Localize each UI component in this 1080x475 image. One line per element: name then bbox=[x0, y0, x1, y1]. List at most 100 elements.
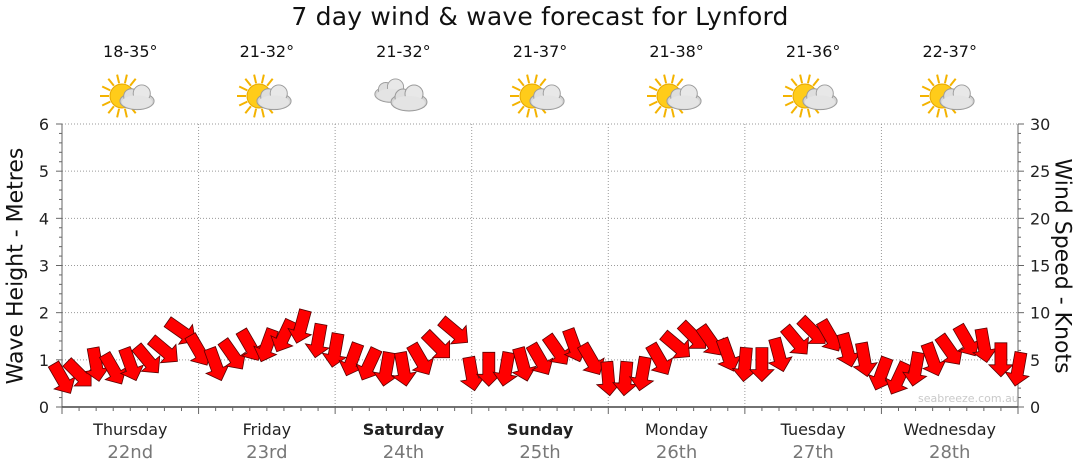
wind-arrow-shape bbox=[203, 346, 230, 382]
wind-arrow bbox=[780, 323, 809, 355]
wind-arrow bbox=[628, 355, 655, 392]
y-tick-label-left: 5 bbox=[39, 162, 49, 181]
wind-arrow-shape bbox=[391, 351, 417, 387]
wind-arrow bbox=[235, 327, 264, 361]
forecast-temp: 21-32° bbox=[239, 42, 295, 61]
wind-arrow-shape bbox=[492, 351, 518, 387]
wind-arrow bbox=[748, 347, 775, 383]
day-date-label: 22nd bbox=[107, 442, 154, 463]
wind-arrow-shape bbox=[576, 341, 605, 376]
wind-arrow bbox=[852, 341, 878, 378]
wind-arrow bbox=[715, 336, 742, 372]
y-tick-label-right: 10 bbox=[1030, 304, 1050, 323]
wind-arrow bbox=[934, 332, 963, 365]
y-tick-label-left: 0 bbox=[39, 398, 49, 417]
wind-arrow bbox=[217, 337, 246, 370]
wind-arrow-shape bbox=[47, 360, 76, 394]
wind-arrow-shape bbox=[902, 351, 928, 387]
wind-arrow bbox=[884, 360, 912, 395]
wind-arrow bbox=[372, 351, 399, 387]
wind-arrow-shape bbox=[372, 351, 399, 387]
wind-arrow bbox=[492, 351, 518, 387]
wind-arrow-shape bbox=[835, 331, 862, 368]
wind-arrow-shape bbox=[952, 322, 981, 357]
wind-arrow-shape bbox=[715, 336, 742, 372]
wind-arrow bbox=[270, 317, 298, 353]
partly-cloudy-icon bbox=[645, 70, 709, 124]
wind-arrow-shape bbox=[146, 334, 178, 364]
wind-arrow-shape bbox=[612, 360, 638, 397]
forecast-temp: 22-37° bbox=[922, 42, 977, 61]
day-date-label: 27th bbox=[792, 442, 834, 463]
wind-arrow bbox=[420, 328, 451, 359]
partly-cloudy-icon bbox=[235, 70, 299, 124]
day-name-label: Sunday bbox=[506, 420, 574, 439]
wind-arrow-shape bbox=[628, 355, 655, 392]
day-date-label: 24th bbox=[382, 442, 425, 463]
wind-arrow bbox=[304, 322, 331, 359]
day-name-label: Wednesday bbox=[903, 420, 997, 439]
day-name-label: Tuesday bbox=[780, 420, 846, 439]
wind-arrow-shape bbox=[645, 341, 674, 376]
wind-arrow-shape bbox=[934, 332, 963, 365]
wind-arrow bbox=[47, 360, 76, 394]
wind-arrow bbox=[203, 346, 230, 382]
wind-arrow-shape bbox=[971, 327, 998, 363]
y-tick-label-left: 2 bbox=[39, 304, 49, 323]
wind-arrow bbox=[287, 308, 313, 344]
forecast-temp: 21-38° bbox=[649, 42, 704, 61]
wind-arrow bbox=[1004, 351, 1030, 387]
wind-arrow bbox=[659, 329, 691, 359]
wind-arrow bbox=[612, 360, 638, 397]
wind-arrow-shape bbox=[459, 355, 486, 392]
day-date-label: 23rd bbox=[246, 442, 288, 463]
wind-arrow bbox=[902, 351, 928, 387]
wind-arrow-shape bbox=[420, 328, 451, 359]
wind-arrow-shape bbox=[884, 360, 912, 395]
wind-arrow bbox=[391, 351, 417, 387]
wind-arrow bbox=[835, 331, 862, 368]
day-date-label: 26th bbox=[655, 442, 698, 463]
day-name-label: Saturday bbox=[362, 420, 445, 439]
y-tick-label-right: 30 bbox=[1030, 115, 1050, 134]
forecast-temp: 21-32° bbox=[376, 42, 431, 61]
partly-cloudy-icon bbox=[918, 70, 982, 124]
partly-cloudy-icon bbox=[781, 70, 845, 124]
cloudy-icon bbox=[371, 70, 435, 124]
forecast-temp: 21-36° bbox=[785, 42, 841, 61]
wind-arrow bbox=[98, 351, 127, 385]
y-tick-label-left: 4 bbox=[39, 209, 49, 228]
wind-arrow-shape bbox=[217, 337, 246, 370]
wind-arrows bbox=[47, 308, 1030, 397]
partly-cloudy-icon bbox=[98, 70, 162, 124]
wind-arrow-shape bbox=[987, 342, 1014, 378]
wind-arrow bbox=[84, 346, 110, 382]
wind-arrow bbox=[971, 327, 998, 363]
wind-arrow bbox=[511, 346, 537, 382]
wind-arrow-shape bbox=[321, 332, 348, 368]
day-date-label: 25th bbox=[519, 442, 561, 463]
wind-arrow bbox=[920, 341, 947, 377]
wind-arrow-shape bbox=[780, 323, 809, 355]
wind-arrow bbox=[767, 336, 793, 373]
wind-arrow bbox=[131, 342, 161, 374]
y-tick-label-right: 20 bbox=[1030, 209, 1050, 228]
y-tick-label-left: 6 bbox=[39, 115, 49, 134]
wind-arrow-shape bbox=[235, 327, 264, 361]
day-date-label: 28th bbox=[929, 442, 971, 463]
wind-arrow-shape bbox=[98, 351, 127, 385]
wind-arrow-shape bbox=[118, 346, 145, 382]
wind-arrow-shape bbox=[1004, 351, 1030, 387]
chart-title: 7 day wind & wave forecast for Lynford bbox=[291, 2, 789, 31]
wind-arrow-shape bbox=[131, 342, 161, 374]
wind-arrow-shape bbox=[767, 336, 793, 373]
y-tick-label-right: 25 bbox=[1030, 162, 1050, 181]
partly-cloudy-icon bbox=[508, 70, 572, 124]
axes: 0 1 2 3 4 5 6 0 5 10 15 20 25 30 bbox=[39, 115, 1051, 417]
wind-arrow-shape bbox=[406, 341, 435, 376]
watermark: seabreeze.com.au bbox=[918, 392, 1019, 405]
y-tick-label-right: 15 bbox=[1030, 257, 1050, 276]
y-tick-label-right: 0 bbox=[1030, 398, 1040, 417]
y-tick-label-left: 1 bbox=[39, 351, 49, 370]
